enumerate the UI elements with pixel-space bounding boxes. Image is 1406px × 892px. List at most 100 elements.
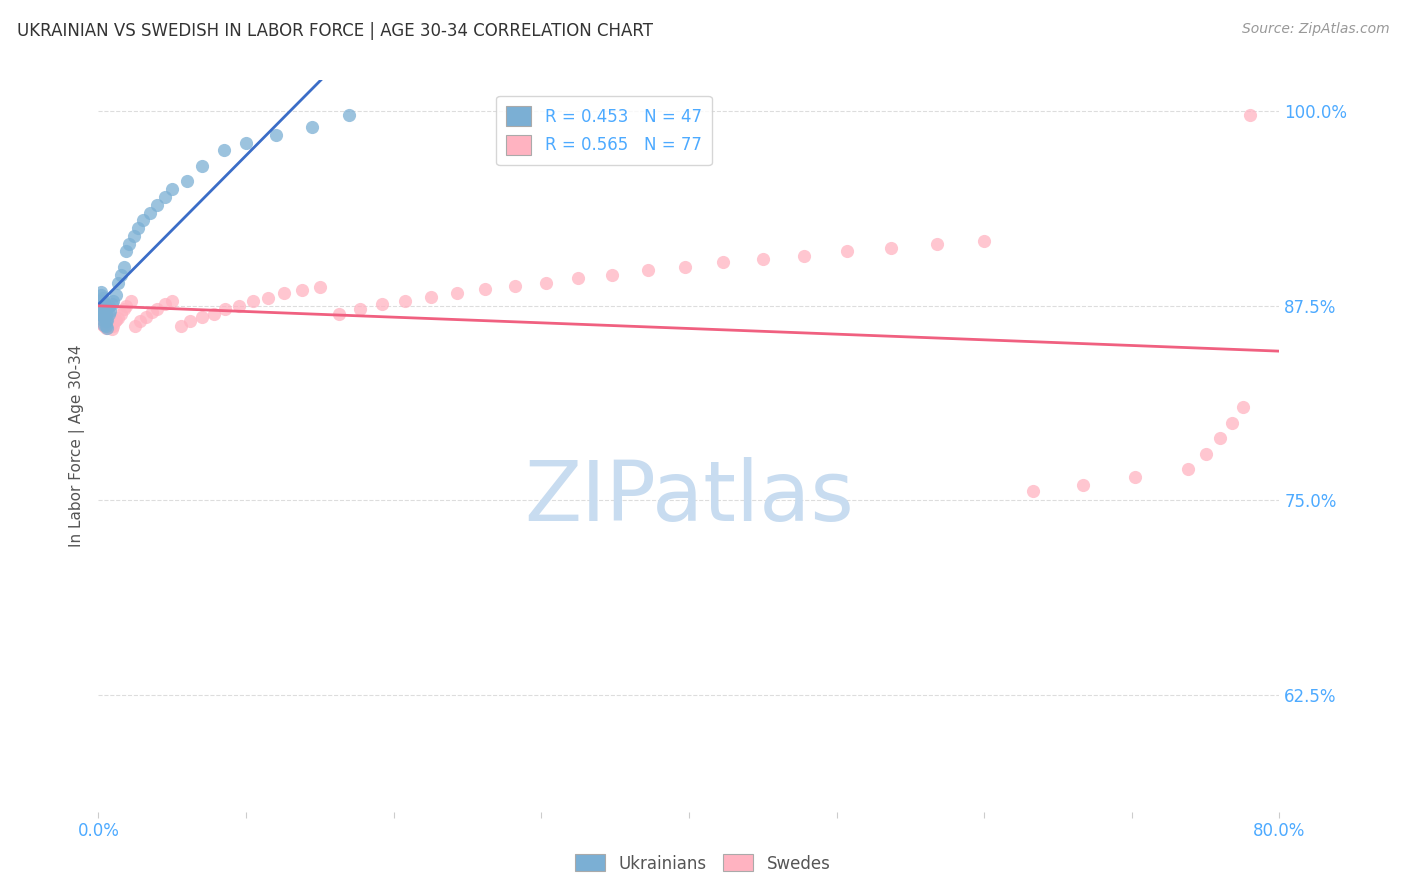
Point — [153, 190, 176, 204]
Point — [89, 299, 111, 313]
Legend: R = 0.453   N = 47, R = 0.565   N = 77: R = 0.453 N = 47, R = 0.565 N = 77 — [496, 96, 711, 165]
Point — [93, 319, 115, 334]
Text: Source: ZipAtlas.com: Source: ZipAtlas.com — [1241, 22, 1389, 37]
Point — [98, 319, 121, 334]
Point — [91, 305, 114, 319]
Point — [104, 314, 127, 328]
Point — [141, 305, 163, 319]
Point — [94, 301, 117, 315]
Point — [1239, 107, 1261, 121]
Point — [132, 213, 155, 227]
Point — [146, 198, 169, 212]
Point — [191, 310, 214, 324]
Point — [474, 282, 496, 296]
Point — [93, 310, 115, 324]
Point — [835, 244, 858, 259]
Point — [120, 294, 142, 309]
Point — [90, 303, 112, 318]
Point — [291, 284, 314, 298]
Point — [273, 286, 295, 301]
Point — [94, 319, 117, 334]
Point — [394, 294, 416, 309]
Point — [925, 236, 948, 251]
Point — [93, 313, 115, 327]
Point — [1071, 478, 1094, 492]
Point — [91, 313, 114, 327]
Point — [228, 299, 250, 313]
Point — [90, 310, 112, 324]
Point — [162, 182, 183, 196]
Point — [107, 276, 129, 290]
Point — [107, 311, 129, 326]
Point — [96, 319, 118, 334]
Point — [90, 285, 112, 299]
Point — [793, 249, 815, 263]
Point — [100, 322, 122, 336]
Point — [94, 307, 117, 321]
Point — [301, 120, 323, 134]
Point — [91, 318, 114, 332]
Point — [91, 291, 114, 305]
Point — [110, 307, 132, 321]
Point — [97, 299, 120, 313]
Text: UKRAINIAN VS SWEDISH IN LABOR FORCE | AGE 30-34 CORRELATION CHART: UKRAINIAN VS SWEDISH IN LABOR FORCE | AG… — [17, 22, 652, 40]
Point — [122, 228, 145, 243]
Text: ZIPatlas: ZIPatlas — [524, 457, 853, 538]
Point — [112, 260, 135, 274]
Point — [124, 319, 146, 334]
Point — [96, 313, 118, 327]
Point — [90, 288, 112, 302]
Point — [1232, 400, 1254, 414]
Y-axis label: In Labor Force | Age 30-34: In Labor Force | Age 30-34 — [69, 344, 84, 548]
Point — [153, 297, 176, 311]
Point — [176, 174, 198, 188]
Point — [115, 299, 138, 313]
Point — [91, 311, 114, 326]
Point — [880, 241, 903, 255]
Point — [96, 313, 118, 327]
Point — [97, 311, 120, 326]
Point — [127, 221, 149, 235]
Point — [93, 307, 115, 321]
Point — [600, 268, 623, 282]
Point — [264, 128, 287, 142]
Point — [973, 234, 995, 248]
Point — [94, 320, 117, 334]
Point — [103, 319, 125, 334]
Point — [100, 297, 122, 311]
Point — [214, 301, 236, 316]
Point — [349, 301, 371, 316]
Point — [105, 288, 128, 302]
Point — [115, 244, 138, 259]
Point — [1209, 431, 1232, 445]
Point — [371, 297, 394, 311]
Point — [191, 159, 214, 173]
Point — [90, 308, 112, 322]
Point — [98, 303, 121, 318]
Point — [1123, 470, 1146, 484]
Point — [339, 107, 361, 121]
Point — [103, 294, 125, 309]
Point — [170, 319, 193, 334]
Point — [1022, 484, 1045, 499]
Point — [242, 294, 264, 309]
Point — [202, 307, 225, 321]
Point — [534, 276, 557, 290]
Point — [309, 280, 332, 294]
Point — [1177, 462, 1199, 476]
Legend: Ukrainians, Swedes: Ukrainians, Swedes — [568, 847, 838, 880]
Point — [93, 301, 115, 316]
Point — [93, 318, 115, 332]
Point — [105, 313, 128, 327]
Point — [162, 294, 183, 309]
Point — [97, 318, 120, 332]
Point — [179, 314, 201, 328]
Point — [90, 294, 112, 309]
Point — [235, 136, 257, 150]
Point — [135, 310, 157, 324]
Point — [89, 297, 111, 311]
Point — [419, 290, 441, 304]
Point — [146, 301, 169, 316]
Point — [1195, 447, 1218, 461]
Point — [139, 205, 162, 219]
